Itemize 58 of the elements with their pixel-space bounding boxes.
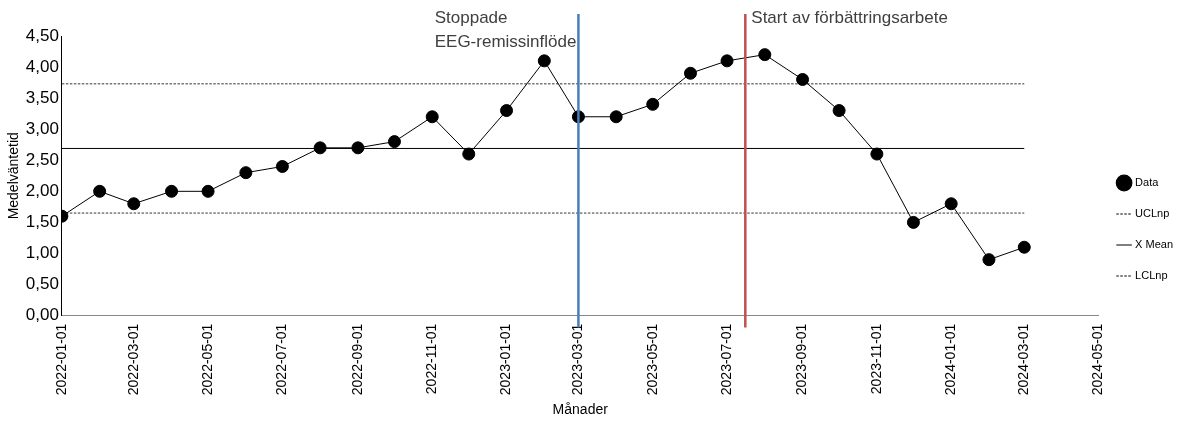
x-tick-label: 2022-03-01: [124, 323, 141, 396]
x-tick-label: 2022-01-01: [52, 323, 69, 396]
x-tick-label: 2022-11-01: [423, 323, 440, 395]
x-tick-label: 2022-07-01: [273, 323, 290, 396]
x-tick-label: 2023-07-01: [717, 323, 734, 396]
y-tick-label: 0,50: [25, 274, 59, 294]
point: [796, 72, 810, 86]
point: [944, 197, 958, 211]
x-tick-label: 2022-09-01: [348, 323, 365, 396]
x-tick-label: 2024-01-01: [942, 323, 959, 396]
y-tick-label: 4,50: [25, 25, 59, 45]
x-tick-label: 2023-03-01: [569, 323, 586, 396]
point: [351, 141, 365, 155]
ref-line-label: Start av förbättringsarbete: [751, 8, 948, 28]
y-axis-title: Medelväntetid: [5, 132, 22, 220]
x-tick-label: 2023-09-01: [793, 323, 810, 396]
y-tick-label: 3,00: [25, 118, 59, 138]
point: [127, 197, 141, 211]
point: [500, 104, 514, 118]
point: [201, 184, 215, 198]
point: [720, 54, 734, 68]
point: [870, 147, 884, 161]
point: [313, 141, 327, 155]
point: [537, 54, 551, 68]
point: [1017, 240, 1031, 254]
y-tick-label: 1,00: [25, 243, 59, 263]
point: [462, 147, 476, 161]
y-tick-label: 4,00: [25, 56, 59, 76]
point: [906, 215, 920, 229]
y-tick-label: 2,50: [25, 149, 59, 169]
x-tick-label: 2022-05-01: [198, 323, 215, 396]
point: [239, 166, 253, 180]
legend-label: Data: [1135, 176, 1160, 189]
legend-label: UCLnp: [1135, 207, 1170, 220]
x-tick-label: 2023-05-01: [643, 323, 660, 396]
point: [609, 110, 623, 124]
legend-label: LCLnp: [1135, 269, 1168, 282]
y-tick-label: 1,50: [25, 212, 59, 232]
y-tick-label: 3,50: [25, 87, 59, 107]
x-tick-label: 2024-03-01: [1015, 323, 1032, 396]
x-tick-label: 2023-01-01: [497, 323, 514, 396]
ref-line-label: Stoppade EEG-remissinflöde: [434, 8, 577, 52]
point: [275, 159, 289, 173]
point: [93, 184, 107, 198]
x-axis-title: Månader: [552, 401, 609, 418]
point: [758, 48, 772, 62]
y-tick-label: 2,00: [25, 181, 59, 201]
point: [982, 253, 996, 267]
legend-label: X Mean: [1135, 238, 1174, 251]
point: [387, 135, 401, 149]
x-tick-label: 2023-11-01: [867, 323, 884, 395]
point: [646, 97, 660, 111]
point: [165, 184, 179, 198]
y-tick-label: 0,00: [25, 305, 59, 325]
point: [683, 66, 697, 80]
point: [832, 104, 846, 118]
point: [425, 110, 439, 124]
x-tick-label: 2024-05-01: [1089, 323, 1106, 396]
